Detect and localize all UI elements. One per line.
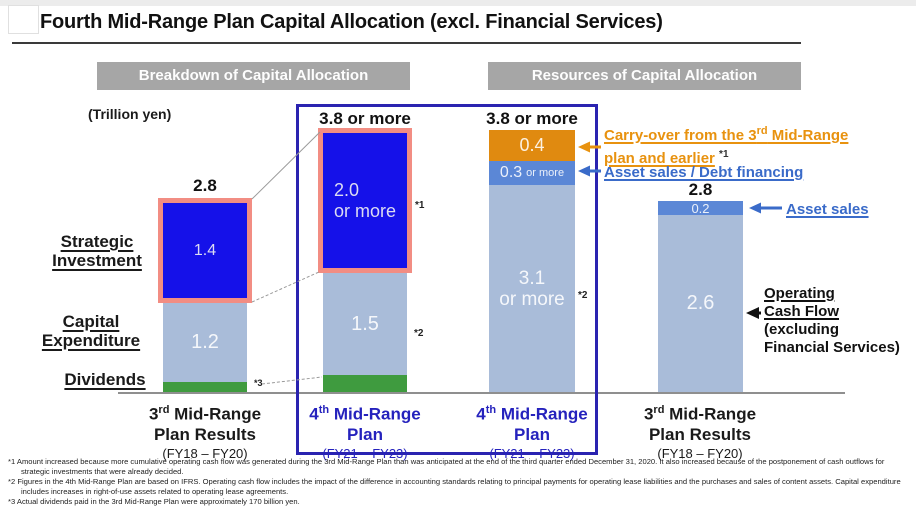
bar2-strategic-segment: 2.0 or more [318, 128, 412, 273]
section-header-breakdown: Breakdown of Capital Allocation [97, 62, 410, 90]
bar3-assetsales-segment: 0.3 or more [489, 161, 575, 185]
bar2-total: 3.8 or more [319, 109, 411, 128]
bar4-assetsales-segment: 0.2 [658, 201, 743, 216]
annotation-asset-debt: Asset sales / Debt financing [604, 164, 804, 181]
bar1-dividends-segment [163, 382, 247, 392]
annotation-carryover: Carry-over from the 3rd Mid-Range plan a… [604, 125, 849, 167]
top-strip-decoration [0, 0, 916, 6]
bar2-capex-footnote-ref: *2 [414, 328, 424, 339]
footnotes: *1 Amount increased because more cumulat… [8, 457, 912, 507]
bar2-strategic-footnote-ref: *1 [415, 200, 425, 211]
bar4-total: 2.8 [688, 180, 713, 199]
bar1-footnote-ref: *3 [254, 378, 263, 388]
bar4-ocf-segment: 2.6 [658, 215, 743, 392]
page-title: Fourth Mid-Range Plan Capital Allocation… [40, 11, 663, 33]
bar3-ocf-footnote-ref: *2 [578, 290, 588, 301]
bar3-total: 3.8 or more [486, 109, 578, 128]
row-label-capital-expenditure: Capital Expenditure [41, 312, 141, 350]
corner-artifact [8, 5, 39, 34]
bar1-category-label: 3rd Mid-Range Plan Results (FY18 – FY20) [148, 404, 262, 461]
row-label-strategic-investment: Strategic Investment [52, 232, 142, 270]
bar1-strategic-segment: 1.4 [158, 198, 252, 303]
bar2-dividends-segment [323, 375, 407, 392]
bar2-capex-segment: 1.5 [323, 273, 407, 375]
bar4-category-label: 3rd Mid-Range Plan Results (FY18 – FY20) [643, 404, 757, 461]
bar3-carryover-segment: 0.4 [489, 130, 575, 161]
footnote-3: *3 Actual dividends paid in the 3rd Mid-… [8, 497, 300, 506]
footnote-1: *1 Amount increased because more cumulat… [8, 457, 885, 476]
unit-label: (Trillion yen) [88, 106, 172, 122]
section-header-resources: Resources of Capital Allocation [488, 62, 801, 90]
ocf-arrow-icon [746, 307, 759, 319]
bar3-category-label: 4th Mid-Range Plan (FY21 – FY23) [476, 404, 588, 461]
footnote-2: *2 Figures in the 4th Mid-Range Plan are… [8, 477, 901, 496]
x-axis-line [118, 392, 845, 394]
row-label-dividends: Dividends [64, 370, 146, 389]
bar2-category-label: 4th Mid-Range Plan (FY21 – FY23) [309, 404, 421, 461]
annotation-asset-sales: Asset sales [786, 201, 869, 218]
bar3-ocf-segment: 3.1 or more [489, 185, 575, 392]
bar1-capex-segment: 1.2 [163, 303, 247, 382]
annotation-operating-cash-flow: Operating Cash Flow (excluding Financial… [764, 285, 900, 356]
asset-sales-arrow-icon [749, 202, 761, 214]
title-underline [12, 42, 801, 44]
bar1-total: 2.8 [193, 176, 217, 195]
